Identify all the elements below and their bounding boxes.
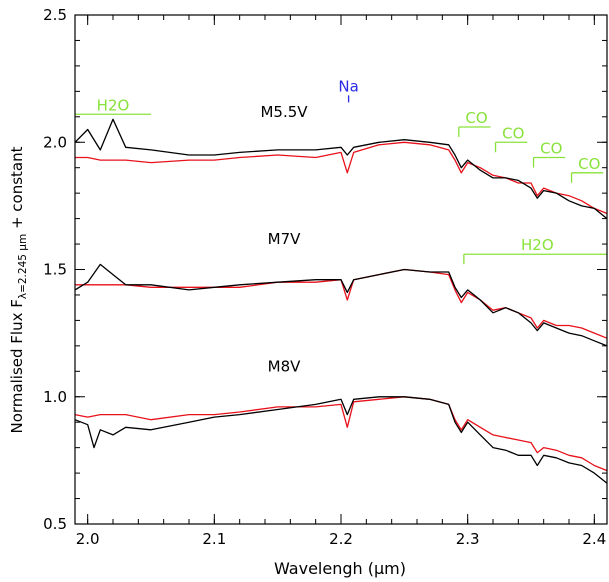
x-axis-label: Wavelengh (μm) bbox=[274, 559, 406, 578]
feature-label: CO bbox=[465, 109, 487, 127]
axis-ticks: 2.0 2.1 2.2 2.3 2.4 0.5 1.0 1.5 2.0 2.5 bbox=[43, 6, 607, 548]
y-tick-label: 2.0 bbox=[43, 133, 67, 151]
y-tick-label: 1.0 bbox=[43, 388, 67, 406]
y-axis-label: Normalised Flux Fλ=2.245 μm + constant bbox=[8, 146, 29, 433]
series-line-black bbox=[74, 263, 608, 347]
feature-label: H2O bbox=[521, 236, 554, 254]
spectral-type-label: M5.5V bbox=[260, 103, 308, 121]
line-label: Na bbox=[338, 77, 358, 95]
y-axis-label-suffix: + constant bbox=[8, 146, 26, 233]
feature-annotations: H2O CO CO CO CO H2O Na bbox=[75, 77, 607, 265]
series-line-red bbox=[75, 141, 608, 215]
x-tick-label: 2.2 bbox=[329, 530, 353, 548]
x-tick-label: 2.1 bbox=[202, 530, 226, 548]
y-axis-label-subscript: λ=2.245 μm bbox=[17, 234, 29, 299]
spectral-type-label: M7V bbox=[268, 230, 301, 248]
series-line-red bbox=[75, 268, 608, 339]
x-tick-label: 2.0 bbox=[76, 530, 100, 548]
feature-label: H2O bbox=[97, 96, 130, 114]
y-axis-label-prefix: Normalised Flux F bbox=[8, 299, 26, 433]
feature-label: CO bbox=[540, 140, 562, 158]
series-line-black bbox=[74, 118, 608, 220]
spectra-lines: M5.5V M7V M8V bbox=[74, 103, 608, 484]
y-tick-label: 1.5 bbox=[43, 261, 67, 279]
x-tick-label: 2.4 bbox=[582, 530, 606, 548]
x-tick-label: 2.3 bbox=[456, 530, 480, 548]
feature-label: CO bbox=[578, 155, 600, 173]
y-tick-label: 2.5 bbox=[43, 6, 67, 24]
spectral-type-label: M8V bbox=[268, 357, 301, 375]
y-tick-label: 0.5 bbox=[43, 515, 67, 533]
series-line-black bbox=[74, 396, 608, 484]
feature-label: CO bbox=[502, 124, 524, 142]
